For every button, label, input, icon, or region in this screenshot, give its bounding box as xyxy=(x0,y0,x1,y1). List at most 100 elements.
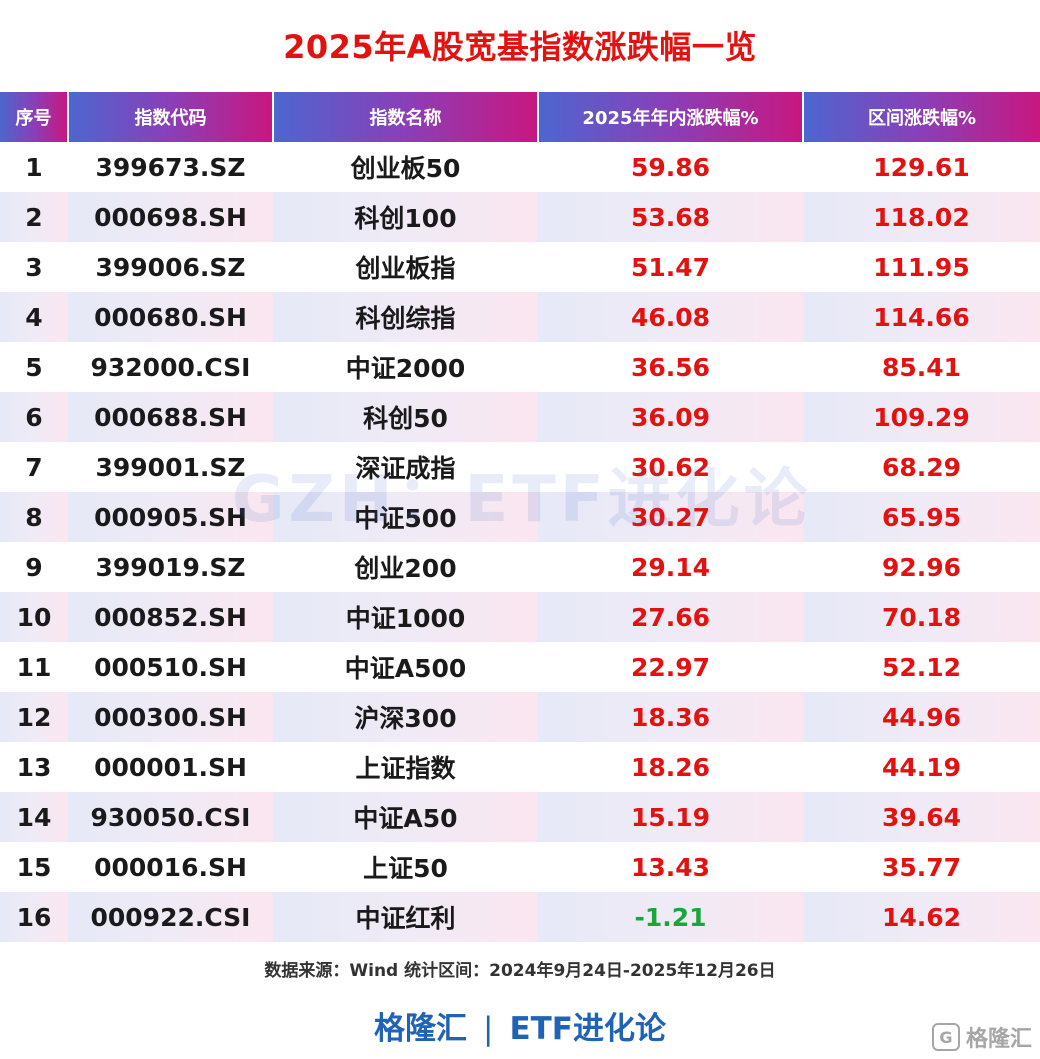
table-row: 10 000852.SH 中证1000 27.66 70.18 xyxy=(0,592,1040,642)
cell-index-name: 创业200 xyxy=(273,542,538,592)
cell-ytd-change: 30.27 xyxy=(538,492,803,542)
cell-no: 14 xyxy=(0,792,68,842)
table-header-row: 序号 指数代码 指数名称 2025年年内涨跌幅% 区间涨跌幅% xyxy=(0,92,1040,142)
cell-index-name: 中证500 xyxy=(273,492,538,542)
table-row: 5 932000.CSI 中证2000 36.56 85.41 xyxy=(0,342,1040,392)
cell-index-code: 000001.SH xyxy=(68,742,273,792)
cell-no: 4 xyxy=(0,292,68,342)
header-no: 序号 xyxy=(0,92,69,142)
table-row: 4 000680.SH 科创综指 46.08 114.66 xyxy=(0,292,1040,342)
cell-index-code: 399001.SZ xyxy=(68,442,273,492)
index-table: 序号 指数代码 指数名称 2025年年内涨跌幅% 区间涨跌幅% 1 399673.… xyxy=(0,92,1040,942)
header-ytd: 2025年年内涨跌幅% xyxy=(538,92,804,142)
cell-index-name: 中证2000 xyxy=(273,342,538,392)
cell-ytd-change: 53.68 xyxy=(538,192,803,242)
cell-range-change: 118.02 xyxy=(803,192,1040,242)
cell-ytd-change: 36.09 xyxy=(538,392,803,442)
cell-ytd-change: 22.97 xyxy=(538,642,803,692)
table-row: 16 000922.CSI 中证红利 -1.21 14.62 xyxy=(0,892,1040,942)
footer-brand-left: 格隆汇 xyxy=(374,1011,468,1047)
cell-index-name: 中证1000 xyxy=(273,592,538,642)
cell-index-name: 沪深300 xyxy=(273,692,538,742)
cell-range-change: 14.62 xyxy=(803,892,1040,942)
cell-no: 1 xyxy=(0,142,68,192)
cell-no: 15 xyxy=(0,842,68,892)
cell-index-name: 中证A500 xyxy=(273,642,538,692)
table-row: 2 000698.SH 科创100 53.68 118.02 xyxy=(0,192,1040,242)
cell-no: 11 xyxy=(0,642,68,692)
cell-index-name: 上证50 xyxy=(273,842,538,892)
cell-index-code: 399006.SZ xyxy=(68,242,273,292)
cell-no: 13 xyxy=(0,742,68,792)
table-row: 11 000510.SH 中证A500 22.97 52.12 xyxy=(0,642,1040,692)
cell-ytd-change: 13.43 xyxy=(538,842,803,892)
cell-ytd-change: 46.08 xyxy=(538,292,803,342)
table-row: 8 000905.SH 中证500 30.27 65.95 xyxy=(0,492,1040,542)
cell-index-name: 中证红利 xyxy=(273,892,538,942)
cell-no: 2 xyxy=(0,192,68,242)
cell-index-code: 399019.SZ xyxy=(68,542,273,592)
cell-range-change: 85.41 xyxy=(803,342,1040,392)
header-range: 区间涨跌幅% xyxy=(803,92,1040,142)
cell-no: 12 xyxy=(0,692,68,742)
page-title: 2025年A股宽基指数涨跌幅一览 xyxy=(283,28,757,66)
cell-range-change: 114.66 xyxy=(803,292,1040,342)
cell-no: 3 xyxy=(0,242,68,292)
cell-no: 5 xyxy=(0,342,68,392)
data-source-note: 数据来源：Wind 统计区间：2024年9月24日-2025年12月26日 xyxy=(264,961,776,981)
cell-index-name: 中证A50 xyxy=(273,792,538,842)
cell-range-change: 129.61 xyxy=(803,142,1040,192)
cell-range-change: 39.64 xyxy=(803,792,1040,842)
footer-separator: | xyxy=(483,1011,494,1047)
cell-index-name: 创业板指 xyxy=(273,242,538,292)
cell-index-name: 创业板50 xyxy=(273,142,538,192)
cell-range-change: 44.19 xyxy=(803,742,1040,792)
cell-range-change: 65.95 xyxy=(803,492,1040,542)
cell-index-code: 000922.CSI xyxy=(68,892,273,942)
cell-index-code: 000016.SH xyxy=(68,842,273,892)
cell-ytd-change: 59.86 xyxy=(538,142,803,192)
cell-no: 7 xyxy=(0,442,68,492)
cell-range-change: 44.96 xyxy=(803,692,1040,742)
cell-range-change: 70.18 xyxy=(803,592,1040,642)
cell-index-code: 000698.SH xyxy=(68,192,273,242)
cell-ytd-change: 27.66 xyxy=(538,592,803,642)
header-name: 指数名称 xyxy=(273,92,539,142)
footer-brand-right: ETF进化论 xyxy=(509,1011,666,1047)
cell-no: 10 xyxy=(0,592,68,642)
cell-ytd-change: 30.62 xyxy=(538,442,803,492)
cell-index-name: 上证指数 xyxy=(273,742,538,792)
cell-range-change: 111.95 xyxy=(803,242,1040,292)
cell-ytd-change: 18.26 xyxy=(538,742,803,792)
cell-index-name: 科创50 xyxy=(273,392,538,442)
header-code: 指数代码 xyxy=(68,92,274,142)
cell-ytd-change: 51.47 xyxy=(538,242,803,292)
table-body: 1 399673.SZ 创业板50 59.86 129.61 2 000698.SH 科创10… xyxy=(0,142,1040,942)
cell-index-code: 000852.SH xyxy=(68,592,273,642)
cell-index-code: 399673.SZ xyxy=(68,142,273,192)
gelonghui-logo-icon: G xyxy=(931,1023,960,1051)
cell-ytd-change: 15.19 xyxy=(538,792,803,842)
corner-logo-text: 格隆汇 xyxy=(965,1027,1032,1052)
cell-ytd-change: 36.56 xyxy=(538,342,803,392)
table-row: 1 399673.SZ 创业板50 59.86 129.61 xyxy=(0,142,1040,192)
cell-range-change: 35.77 xyxy=(803,842,1040,892)
footer-brand: 格隆汇 | ETF进化论 xyxy=(0,1003,1040,1048)
cell-index-code: 932000.CSI xyxy=(68,342,273,392)
cell-index-name: 深证成指 xyxy=(273,442,538,492)
table-row: 7 399001.SZ 深证成指 30.62 68.29 xyxy=(0,442,1040,492)
cell-no: 6 xyxy=(0,392,68,442)
table-row: 3 399006.SZ 创业板指 51.47 111.95 xyxy=(0,242,1040,292)
cell-no: 9 xyxy=(0,542,68,592)
cell-index-name: 科创100 xyxy=(273,192,538,242)
cell-ytd-change: 18.36 xyxy=(538,692,803,742)
cell-index-code: 000300.SH xyxy=(68,692,273,742)
table-row: 9 399019.SZ 创业200 29.14 92.96 xyxy=(0,542,1040,592)
cell-index-code: 930050.CSI xyxy=(68,792,273,842)
table-row: 14 930050.CSI 中证A50 15.19 39.64 xyxy=(0,792,1040,842)
cell-index-name: 科创综指 xyxy=(273,292,538,342)
table-row: 6 000688.SH 科创50 36.09 109.29 xyxy=(0,392,1040,442)
cell-ytd-change: 29.14 xyxy=(538,542,803,592)
cell-range-change: 92.96 xyxy=(803,542,1040,592)
cell-index-code: 000680.SH xyxy=(68,292,273,342)
